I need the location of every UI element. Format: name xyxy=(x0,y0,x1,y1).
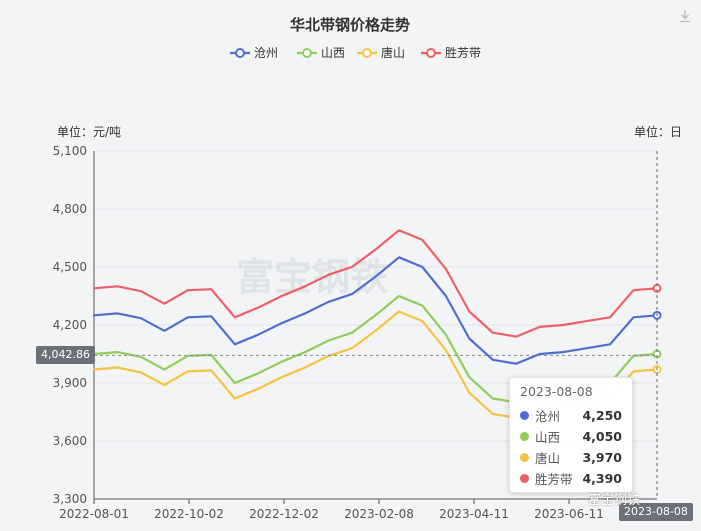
tooltip-series-name: 胜芳带 xyxy=(535,472,573,487)
y-unit-label: 单位：元/吨 xyxy=(57,124,121,139)
tooltip-row: 胜芳带 4,390 xyxy=(520,468,622,489)
legend-label: 唐山 xyxy=(381,45,405,60)
x-tick-label: 2023-02-08 xyxy=(344,507,414,521)
y-tick-label: 5,100 xyxy=(53,144,87,158)
legend-label: 山西 xyxy=(321,46,345,60)
download-icon[interactable] xyxy=(677,8,693,24)
series-line xyxy=(92,229,659,338)
legend-label: 胜芳带 xyxy=(445,45,481,60)
y-axis: 3,300 3,600 3,900 4,200 4,500 4,800 5,100 xyxy=(53,144,95,506)
legend-marker xyxy=(235,48,245,58)
download-icon-glyph xyxy=(680,10,690,23)
crosshair-x-label: 2023-08-08 xyxy=(619,503,693,521)
crosshair xyxy=(94,151,658,499)
tooltip-value: 4,050 xyxy=(582,429,622,444)
watermark: 富宝钢铁 xyxy=(236,255,388,299)
tooltip-value: 3,970 xyxy=(582,450,622,465)
x-tick-label: 2022-08-01 xyxy=(59,507,129,521)
x-tick-label: 2023-04-11 xyxy=(439,507,509,521)
x-axis: 2022-08-01 2022-10-02 2022-12-02 2023-02-08… xyxy=(59,498,657,521)
tooltip: 2023-08-08 沧州 4,250 山西 4,050 唐山 3,970 胜芳带 4,390 xyxy=(509,377,633,493)
y-tick-label: 3,600 xyxy=(53,434,87,448)
legend-item[interactable]: 唐山 xyxy=(357,45,405,60)
tooltip-date: 2023-08-08 xyxy=(520,384,593,399)
tooltip-value: 4,390 xyxy=(582,471,622,486)
legend-item[interactable]: 沧州 xyxy=(230,45,278,60)
chart-title: 华北带钢价格走势 xyxy=(290,16,410,34)
legend-label: 沧州 xyxy=(254,45,278,60)
tooltip-dot xyxy=(520,432,529,441)
tooltip-series-name: 沧州 xyxy=(535,409,561,424)
y-tick-label: 3,300 xyxy=(53,492,87,506)
legend-marker xyxy=(362,48,372,58)
tooltip-row: 山西 4,050 xyxy=(520,426,622,447)
x-tick-label: 2022-10-02 xyxy=(154,507,224,521)
crosshair-y-label: 4,042.86 xyxy=(36,346,95,364)
y-tick-label: 4,800 xyxy=(53,202,87,216)
tooltip-dot xyxy=(520,411,529,420)
legend-item[interactable]: 山西 xyxy=(297,46,345,60)
y-tick-label: 4,500 xyxy=(53,260,87,274)
legend-item[interactable]: 胜芳带 xyxy=(421,45,481,60)
legend-marker xyxy=(426,48,436,58)
footer-brand: 富宝钢铁 xyxy=(588,493,641,508)
x-tick-label: 2022-12-02 xyxy=(249,507,319,521)
legend-marker xyxy=(302,48,312,58)
x-tick-label: 2023-06-11 xyxy=(534,507,604,521)
tooltip-series-name: 山西 xyxy=(535,430,561,445)
x-unit-label: 单位：日 xyxy=(634,124,682,139)
tooltip-value: 4,250 xyxy=(582,408,622,423)
legend: 沧州 山西 唐山 胜芳带 xyxy=(230,45,481,60)
tooltip-rows: 沧州 4,250 山西 4,050 唐山 3,970 胜芳带 4,390 xyxy=(520,405,622,489)
tooltip-dot xyxy=(520,474,529,483)
tooltip-dot xyxy=(520,453,529,462)
tooltip-row: 唐山 3,970 xyxy=(520,447,622,468)
y-tick-label: 4,200 xyxy=(53,318,87,332)
y-tick-label: 3,900 xyxy=(53,376,87,390)
series-line xyxy=(92,256,659,365)
tooltip-row: 沧州 4,250 xyxy=(520,405,622,426)
tooltip-series-name: 唐山 xyxy=(535,451,561,466)
